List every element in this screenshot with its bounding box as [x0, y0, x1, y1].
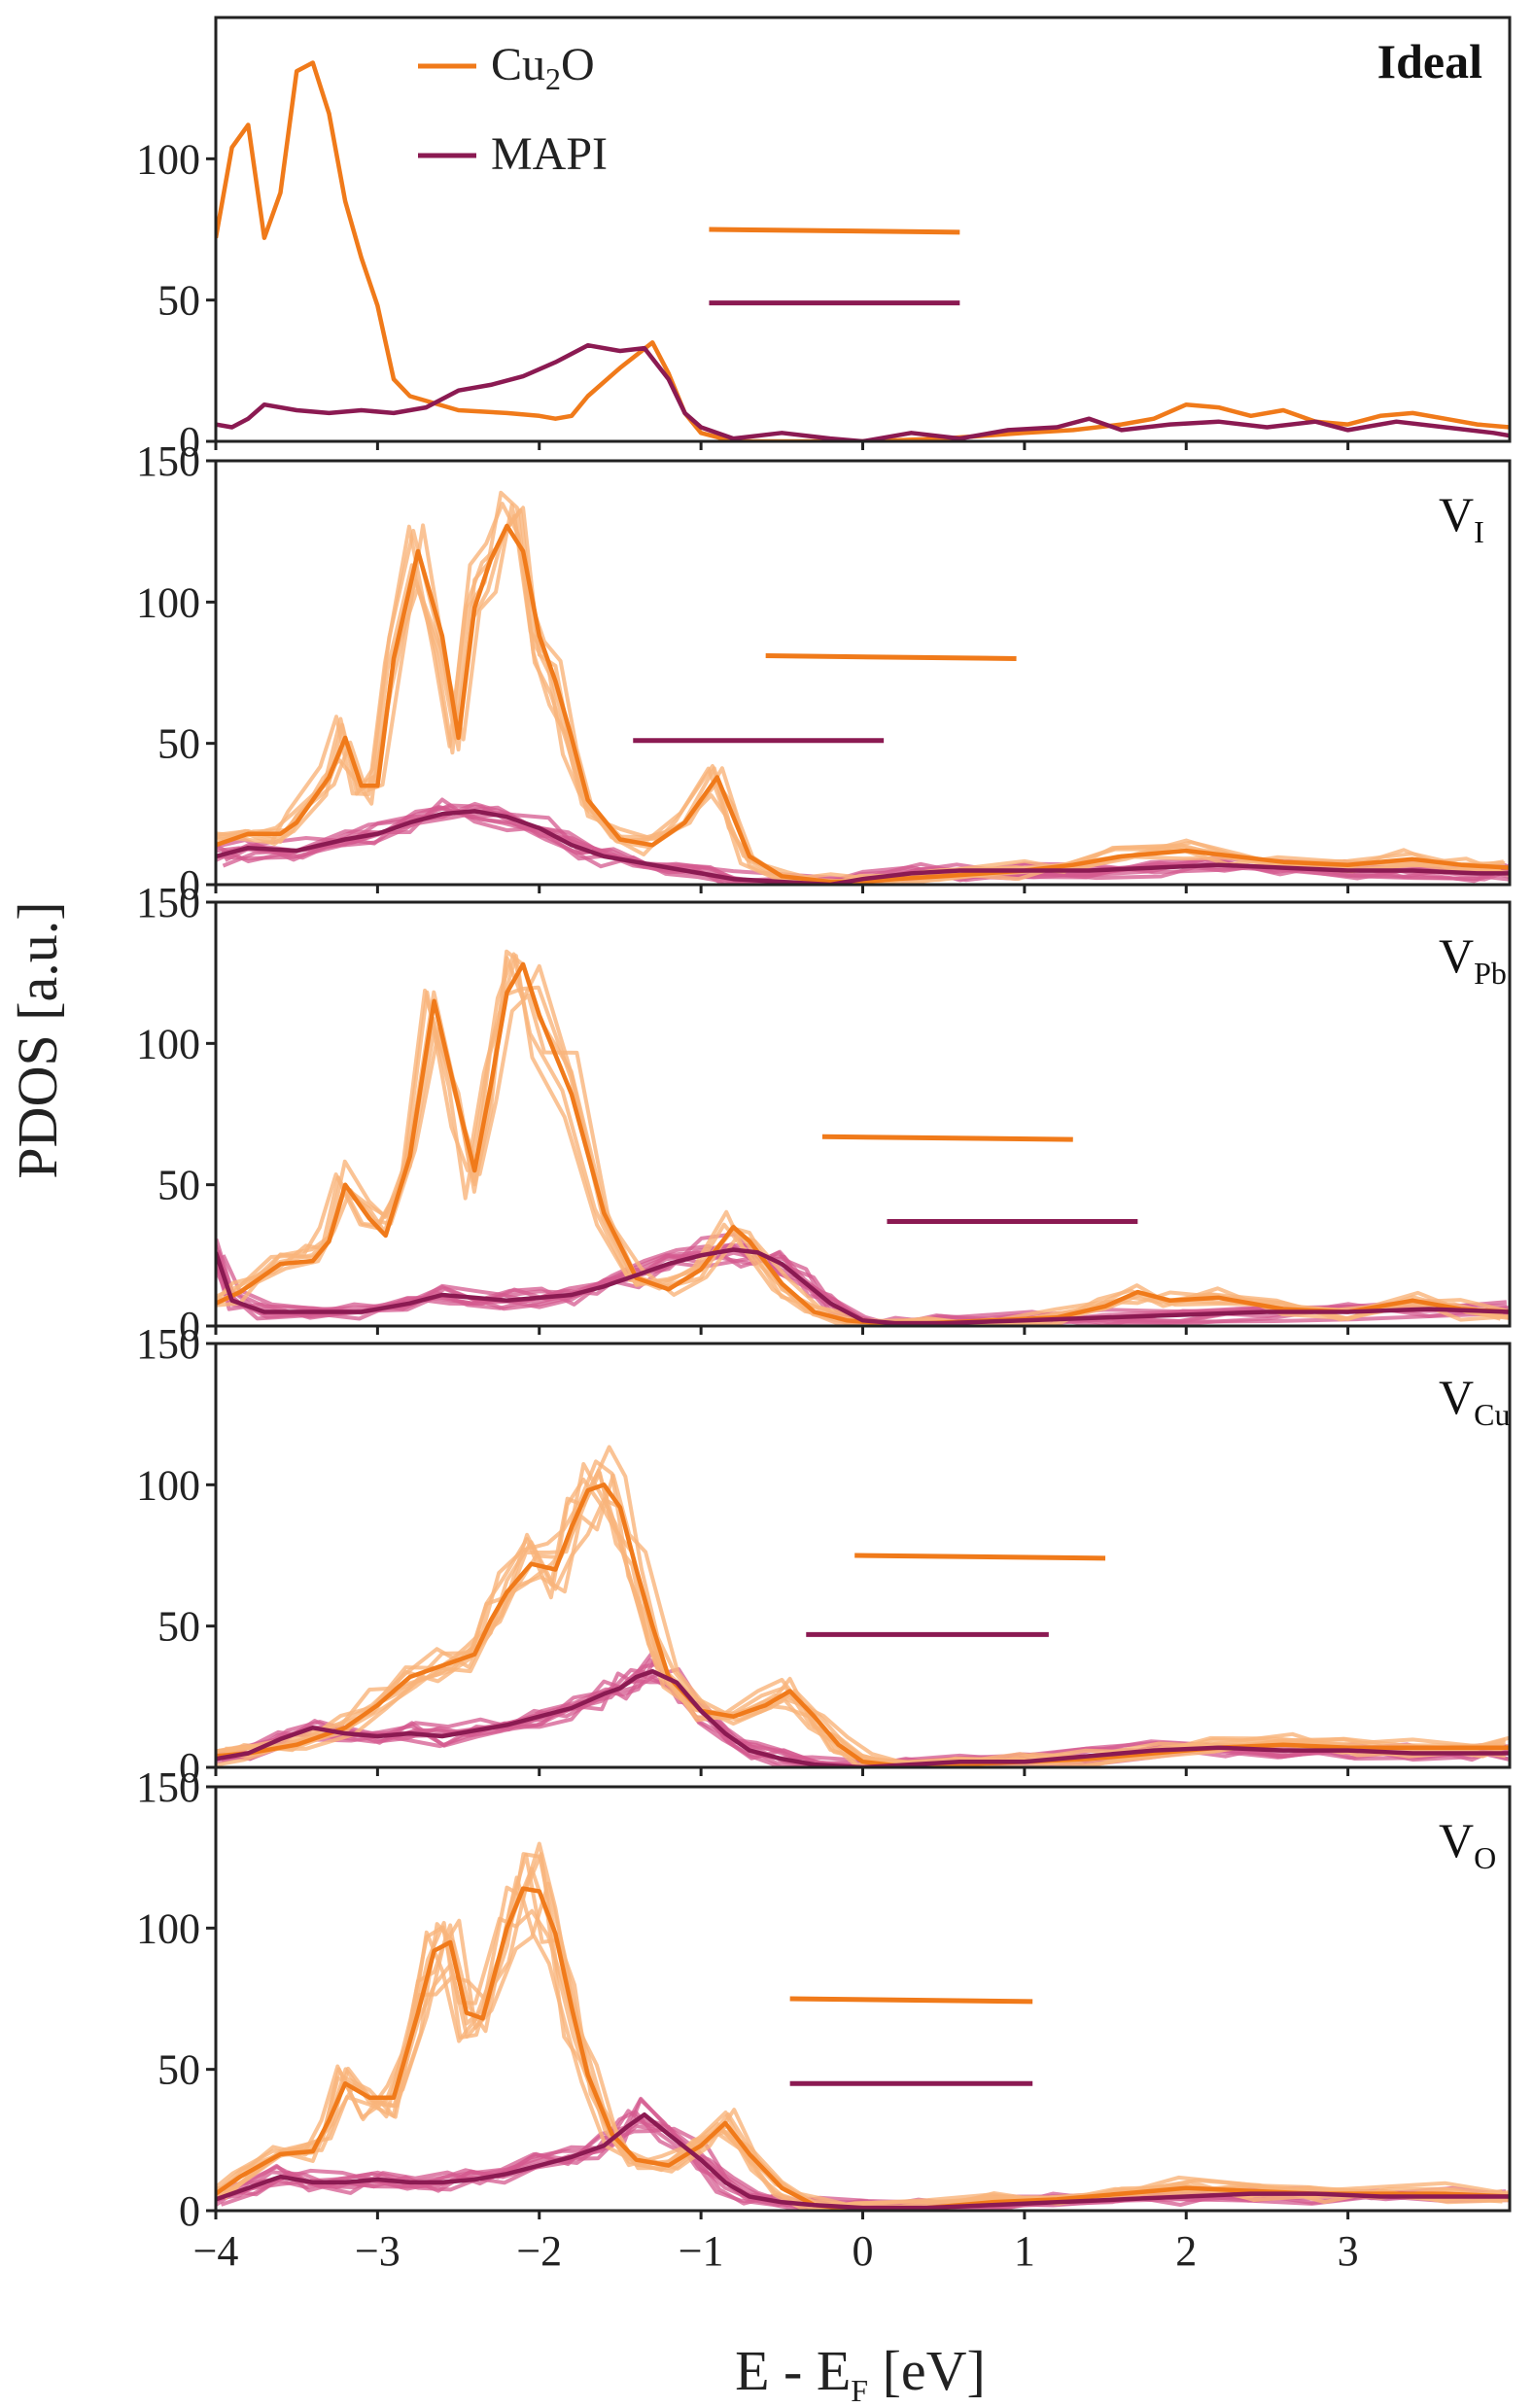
- cu2o-band-edge-line: [709, 227, 960, 235]
- cu2o-ensemble-line: [220, 993, 1510, 1326]
- panel-label-sub: Cu: [1474, 1397, 1510, 1432]
- cu2o-series-line: [216, 523, 1510, 885]
- y-tick-label: 150: [136, 437, 200, 485]
- panel-label: VCu: [1439, 1370, 1510, 1432]
- y-tick-label: 50: [157, 720, 200, 768]
- y-tick-label: 100: [136, 1461, 200, 1509]
- cu2o-ensemble-line: [216, 952, 1502, 1326]
- panel-label-main: V: [1439, 1370, 1474, 1424]
- cu2o-ensemble-line: [225, 1473, 1510, 1767]
- mapi-series-line: [216, 1668, 1510, 1767]
- cu2o-ensemble-line: [216, 1462, 1506, 1767]
- y-tick-label: 100: [136, 578, 200, 626]
- panel-plot-area: [216, 60, 1510, 441]
- panel-label-main: V: [1439, 1813, 1474, 1867]
- x-tick-label: −1: [679, 2227, 724, 2275]
- panel-plot-area: [216, 1841, 1510, 2211]
- mapi-series-line: [216, 809, 1510, 885]
- panel-label: VI: [1439, 487, 1484, 549]
- y-tick-label: 50: [157, 277, 200, 325]
- cu2o-ensemble-line: [216, 1468, 1505, 1767]
- panel-4: 0 50 100 150 VCu: [136, 1320, 1512, 1792]
- y-tick-label: 50: [157, 2046, 200, 2094]
- cu2o-series-line: [216, 961, 1510, 1326]
- x-tick-label: 3: [1338, 2227, 1359, 2275]
- legend-entry-main: MAPI: [491, 128, 608, 180]
- panel-label: Ideal: [1377, 34, 1482, 88]
- cu2o-band-edge-line: [854, 1553, 1106, 1561]
- y-tick-label: 150: [136, 879, 200, 926]
- y-tick-label: 0: [179, 1744, 200, 1792]
- cu2o-ensemble-line: [216, 954, 1504, 1326]
- y-tick-label: 150: [136, 1763, 200, 1811]
- y-tick-label: 0: [179, 418, 200, 466]
- panel-plot-area: [216, 949, 1510, 1326]
- mapi-series-line: [216, 2111, 1510, 2211]
- panel-label-main: Ideal: [1377, 34, 1482, 88]
- y-tick-label: 100: [136, 135, 200, 183]
- x-tick-label: 0: [853, 2227, 874, 2275]
- panel-label-sub: O: [1474, 1840, 1496, 1875]
- y-tick-label: 0: [179, 2187, 200, 2235]
- panel-5: 0 50 100 150 VO: [136, 1763, 1512, 2235]
- legend: Cu2O MAPI: [418, 39, 608, 180]
- cu2o-series-line: [216, 1886, 1510, 2211]
- y-tick-label: 100: [136, 1020, 200, 1067]
- x-tick-label: 1: [1014, 2227, 1035, 2275]
- x-axis-label-main: E - E: [735, 2339, 851, 2402]
- cu2o-band-edge-line: [789, 1996, 1033, 2005]
- cu2o-ensemble-line: [223, 1881, 1510, 2211]
- panel-plot-area: [216, 490, 1510, 885]
- cu2o-ensemble-line: [216, 1477, 1507, 1767]
- mapi-series-line: [216, 342, 1510, 441]
- panel-label-sub: I: [1474, 514, 1484, 549]
- x-tick-label: −2: [516, 2227, 562, 2275]
- panel-label-sub: Pb: [1474, 956, 1507, 991]
- panel-label: VO: [1439, 1813, 1496, 1875]
- panel-1: 0 50 100 Ideal: [136, 16, 1512, 466]
- panels-layer: 050100Ideal050100150VI050100150VPb050100…: [136, 16, 1512, 2275]
- y-tick-label: 0: [179, 861, 200, 909]
- y-tick-label: 50: [157, 1603, 200, 1651]
- y-axis-label: PDOS [a.u.]: [6, 901, 69, 1178]
- x-axis-label-unit: [eV]: [868, 2339, 986, 2402]
- x-tick-label: −3: [355, 2227, 401, 2275]
- panel-2: 0 50 100 150 VI: [136, 437, 1512, 909]
- mapi-series-line: [216, 1247, 1510, 1326]
- x-tick-label: 2: [1175, 2227, 1197, 2275]
- cu2o-ensemble-line: [216, 1470, 1507, 1767]
- panel-label-main: V: [1439, 487, 1474, 541]
- x-tick-label: −4: [193, 2227, 239, 2275]
- legend-entry-main: Cu: [491, 39, 545, 90]
- cu2o-ensemble-line: [216, 1867, 1503, 2211]
- legend-entry: MAPI: [491, 128, 608, 180]
- cu2o-series-line: [216, 60, 1510, 441]
- cu2o-band-edge-line: [821, 1134, 1073, 1142]
- legend-entry-tail: O: [561, 39, 595, 90]
- legend-entry-sub: 2: [545, 61, 561, 96]
- cu2o-ensemble-line: [216, 1459, 1502, 1767]
- legend-entry: Cu2O: [491, 39, 595, 96]
- y-tick-label: 150: [136, 1320, 200, 1368]
- cu2o-band-edge-line: [765, 653, 1017, 661]
- panel-label-main: V: [1439, 928, 1474, 983]
- panel-label: VPb: [1439, 928, 1507, 991]
- panel-3: 0 50 100 150 VPb: [136, 879, 1512, 1350]
- x-axis-label-sub: F: [851, 2373, 868, 2408]
- x-axis-label: E - EF [eV]: [735, 2339, 986, 2408]
- panel-plot-area: [216, 1445, 1510, 1767]
- y-tick-label: 0: [179, 1303, 200, 1350]
- y-tick-label: 50: [157, 1162, 200, 1209]
- cu2o-ensemble-line: [220, 1445, 1510, 1767]
- y-tick-label: 100: [136, 1904, 200, 1952]
